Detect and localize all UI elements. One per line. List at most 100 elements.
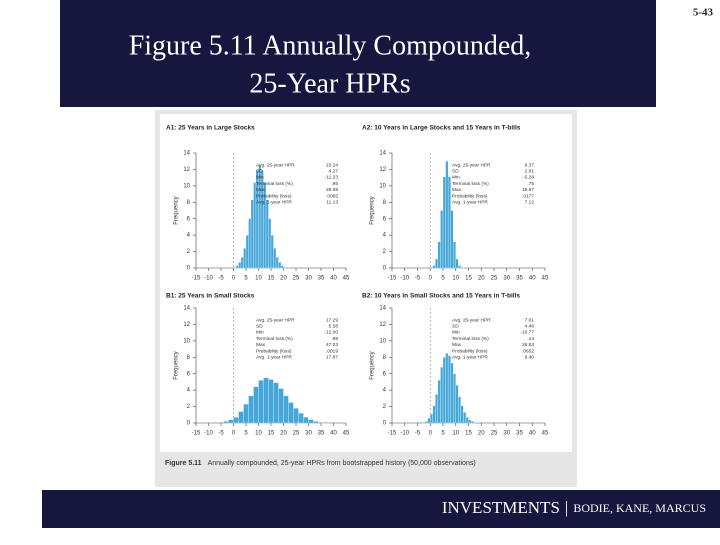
- bar: [275, 257, 279, 269]
- bar: [318, 422, 324, 424]
- y-tick-label: 2: [383, 249, 387, 255]
- x-tick-label: 15: [465, 276, 472, 282]
- bar: [313, 421, 319, 424]
- x-tick-label: 10: [255, 431, 262, 437]
- x-tick-label: 40: [529, 431, 536, 437]
- bar: [432, 265, 436, 269]
- stat-label: Terminal loss (%): [452, 336, 489, 342]
- bar: [435, 394, 439, 424]
- caption: Figure 5.11 Annually compounded, 25-year …: [165, 460, 476, 467]
- x-tick-label: -10: [204, 276, 213, 282]
- y-tick-label: 6: [187, 216, 191, 222]
- panel-title: B1: 25 Years in Small Stocks: [166, 293, 255, 300]
- stat-value: .14: [527, 336, 534, 342]
- stat-value: 11.13: [326, 199, 338, 205]
- stat-label: Avg. 1-year HPR: [256, 199, 292, 205]
- y-tick-label: 4: [187, 233, 191, 239]
- bar: [268, 379, 274, 424]
- bar: [427, 417, 431, 424]
- y-tick-label: 14: [379, 306, 386, 312]
- bar: [265, 199, 269, 269]
- x-tick-label: 25: [491, 276, 498, 282]
- stat-value: 10.24: [326, 162, 338, 168]
- bar: [450, 210, 454, 269]
- bar: [465, 417, 469, 424]
- bar: [430, 413, 433, 424]
- stat-value: .0177: [522, 193, 534, 199]
- x-tick-label: 15: [465, 431, 472, 437]
- bar: [458, 396, 461, 424]
- y-tick-label: 14: [379, 151, 386, 157]
- panel-title: A2: 10 Years in Large Stocks and 15 Year…: [362, 125, 521, 132]
- bar: [440, 210, 444, 269]
- bar: [263, 377, 269, 424]
- bar: [445, 353, 449, 424]
- y-tick-label: 12: [379, 322, 386, 328]
- bar: [278, 388, 284, 424]
- stat-label: Terminal loss (%): [452, 181, 489, 187]
- y-axis-label: Frequency: [174, 351, 180, 379]
- y-tick-label: 4: [383, 233, 387, 239]
- stat-label: Min: [452, 330, 460, 336]
- x-tick-label: -10: [400, 276, 409, 282]
- y-tick-label: 8: [187, 200, 191, 206]
- x-tick-label: 5: [441, 431, 445, 437]
- bar: [293, 408, 299, 424]
- stat-label: Probability (loss): [452, 193, 488, 199]
- bar: [233, 267, 237, 269]
- y-tick-label: 4: [187, 388, 191, 394]
- bar: [298, 412, 304, 424]
- x-tick-label: 30: [305, 431, 312, 437]
- x-tick-label: 0: [232, 431, 236, 437]
- stat-label: Avg. 1-year HPR: [452, 199, 488, 205]
- stat-value: 9.40: [525, 354, 535, 360]
- stat-value: 17.29: [326, 317, 338, 323]
- y-tick-label: 12: [183, 167, 190, 173]
- x-tick-label: 40: [330, 276, 337, 282]
- panel-title: B2: 10 Years in Small Stocks and 15 Year…: [362, 293, 520, 300]
- stat-value: 17.87: [326, 354, 338, 360]
- stat-label: Min: [452, 175, 460, 181]
- bar: [278, 262, 282, 269]
- stat-value: .95: [331, 181, 338, 187]
- y-axis-label: Frequency: [370, 351, 376, 379]
- x-tick-label: 25: [293, 276, 300, 282]
- stat-label: Terminal loss (%): [256, 336, 293, 342]
- x-tick-label: 45: [343, 276, 350, 282]
- bar: [258, 165, 262, 269]
- y-tick-label: 0: [187, 266, 191, 272]
- bar: [442, 357, 446, 424]
- bar: [273, 382, 279, 424]
- stat-value: -12.00: [324, 330, 338, 336]
- stat-label: Max: [256, 342, 266, 348]
- y-tick-label: 6: [383, 371, 387, 377]
- bar: [440, 366, 444, 424]
- stat-label: Avg. 1-year HPR: [452, 354, 488, 360]
- stat-value: .75: [527, 181, 534, 187]
- x-tick-label: -15: [192, 276, 201, 282]
- x-tick-label: -5: [415, 431, 421, 437]
- x-tick-label: 5: [441, 276, 445, 282]
- bar: [473, 422, 477, 424]
- stat-value: -10.77: [520, 330, 534, 336]
- stat-value: 28.69: [326, 187, 338, 193]
- bar: [248, 395, 254, 424]
- x-tick-label: 20: [478, 276, 485, 282]
- x-tick-label: -5: [415, 276, 421, 282]
- x-tick-label: 20: [478, 431, 485, 437]
- bar: [468, 419, 472, 424]
- stat-value: .0652: [522, 348, 534, 354]
- stat-value: 26.63: [522, 342, 534, 348]
- bar: [238, 411, 244, 424]
- bar: [450, 362, 454, 424]
- y-tick-label: 8: [383, 355, 387, 361]
- y-tick-label: 6: [383, 216, 387, 222]
- stat-label: Terminal loss (%): [256, 181, 293, 187]
- bar: [460, 267, 464, 269]
- bar: [288, 402, 294, 424]
- bar: [253, 386, 259, 424]
- y-tick-label: 10: [379, 338, 386, 344]
- x-tick-label: 30: [503, 276, 510, 282]
- bar: [453, 241, 456, 269]
- caption-label: Figure 5.11: [165, 460, 202, 467]
